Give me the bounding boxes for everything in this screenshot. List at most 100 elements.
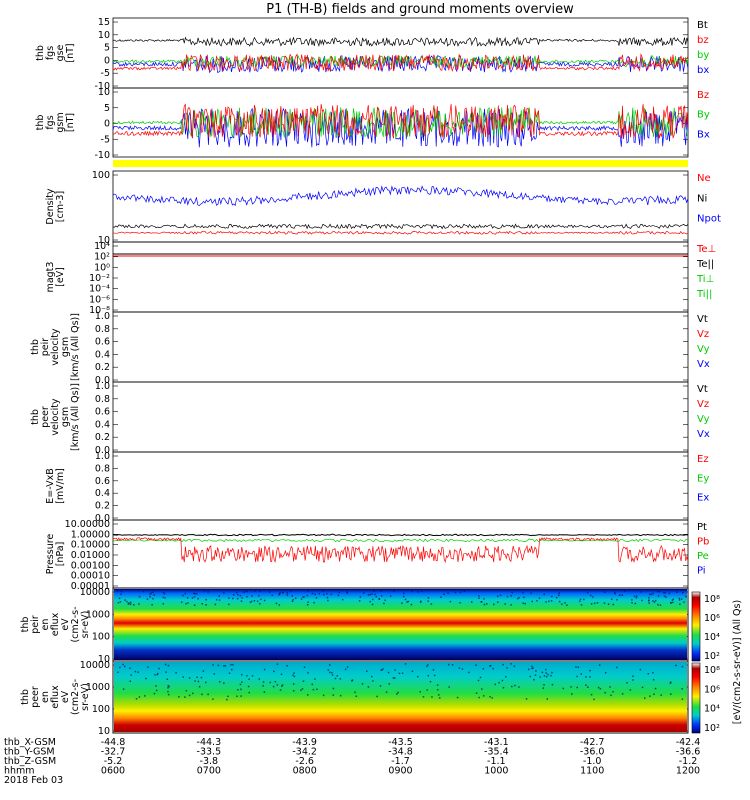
spectrogram-pixel [648,602,650,604]
spectrogram-pixel [681,592,684,594]
spectrogram-pixel [278,604,281,606]
x-tick-label: -32.7 [101,747,126,758]
spectrogram-pixel [585,684,587,686]
spectrogram-pixel [652,600,654,602]
spectrogram-pixel [576,675,578,678]
spectrogram-pixel [359,596,362,598]
spectrogram-pixel [193,604,196,606]
y-axis-label: eV [60,690,71,703]
spectrogram-pixel [403,592,405,595]
spectrogram-pixel [662,591,665,594]
spectrogram-pixel [354,691,356,694]
spectrogram-pixel [614,592,616,595]
y-tick-label: 0.2 [95,432,110,443]
spectrogram-pixel [147,666,149,668]
spectrogram-pixel [124,599,126,601]
legend-entry: bz [697,35,709,46]
spectrogram-pixel [175,671,177,674]
spectrogram-pixel [511,591,513,594]
y-axis-label: peer [40,406,51,428]
spectrogram-pixel [431,696,433,698]
spectrogram-pixel [547,673,549,676]
spectrogram-pixel [427,674,430,677]
colorbar-label: [eV/(cm2-s-sr-eV)] (All Qs) [732,600,743,724]
spectrogram-pixel [545,601,547,603]
y-axis-label: sr-eV) [80,611,91,639]
panel-frame [112,660,689,734]
x-tick-label: -1.2 [679,756,698,767]
y-tick-label: 0.2 [95,362,110,373]
spectrogram-pixel [629,689,632,691]
y-axis-label: fgs [45,115,56,129]
spectrogram-pixel [657,595,660,597]
y-axis-label: [km/s (All Qs)] [70,383,81,451]
spectrogram-pixel [551,671,553,674]
y-axis-label: [nPa] [55,542,66,567]
spectrogram-pixel [188,694,191,697]
spectrogram-pixel [184,696,186,698]
spectrogram-pixel [346,591,348,593]
y-tick-label: 0.6 [95,337,110,348]
spectrogram-pixel [336,675,338,677]
y-tick-label: 0 [104,119,110,130]
y-tick-label: 0.0 [95,445,110,456]
spectrogram-pixel [327,669,330,671]
spectrogram-pixel [420,590,423,592]
spectrogram-pixel [167,687,169,689]
spectrogram-pixel [621,693,624,695]
spectrogram-pixel [668,592,671,595]
spectrogram-pixel [394,677,396,679]
spectrogram-pixel [120,590,123,593]
spectrogram-pixel [318,592,321,595]
spectrogram-pixel [192,692,194,695]
y-axis-label: gsm [60,407,71,427]
spectrogram-pixel [194,680,196,682]
flag-bar [113,160,688,167]
spectrogram-pixel [411,670,414,673]
series-npot [112,185,689,207]
spectrogram-pixel [420,600,422,602]
spectrogram-pixel [154,674,156,676]
spectrogram-pixel [571,693,573,695]
spectrogram-pixel [407,600,410,603]
spectrogram-pixel [150,592,153,594]
spectrogram-pixel [227,695,229,698]
spectrogram-pixel [641,599,643,602]
legend-entry: By [697,110,710,121]
y-axis-label: thb [30,409,41,425]
spectrogram-pixel [379,685,382,687]
spectrogram-pixel [355,695,358,698]
spectrogram-pixel [671,601,674,604]
spectrogram-pixel [401,672,404,674]
spectrogram-pixel [276,663,279,665]
panel-frame [112,170,689,243]
spectrogram-pixel [502,663,504,666]
spectrogram-pixel [194,593,196,595]
colorbar-tick-label: 10⁶ [704,613,720,624]
spectrogram-pixel [184,592,187,595]
spectrogram-pixel [550,674,552,677]
series-bz [112,53,689,73]
spectrogram-pixel [306,603,309,606]
y-tick-label: 100 [92,704,110,715]
spectrogram-pixel [346,666,349,668]
spectrogram-pixel [562,687,565,690]
spectrogram-pixel [648,596,650,599]
spectrogram-pixel [258,594,260,597]
spectrogram-pixel [129,601,132,604]
legend-entry: Ne [697,173,711,184]
x-row-label: hhmm [4,766,35,777]
spectrogram-pixel [142,590,145,593]
spectrogram-pixel [681,698,684,700]
x-tick-label: -3.8 [200,756,219,767]
spectrogram-pixel [157,672,159,675]
spectrogram-pixel [478,595,480,597]
y-axis-label: E=-VxB [45,468,56,503]
panel-frame [112,241,689,313]
spectrogram-pixel [162,596,165,599]
x-tick-label: -1.7 [391,756,410,767]
spectrogram-pixel [597,686,600,689]
spectrogram-pixel [432,669,435,671]
figure-title: P1 (TH-B) fields and ground moments over… [266,2,574,17]
x-tick-label: -1.1 [487,756,506,767]
